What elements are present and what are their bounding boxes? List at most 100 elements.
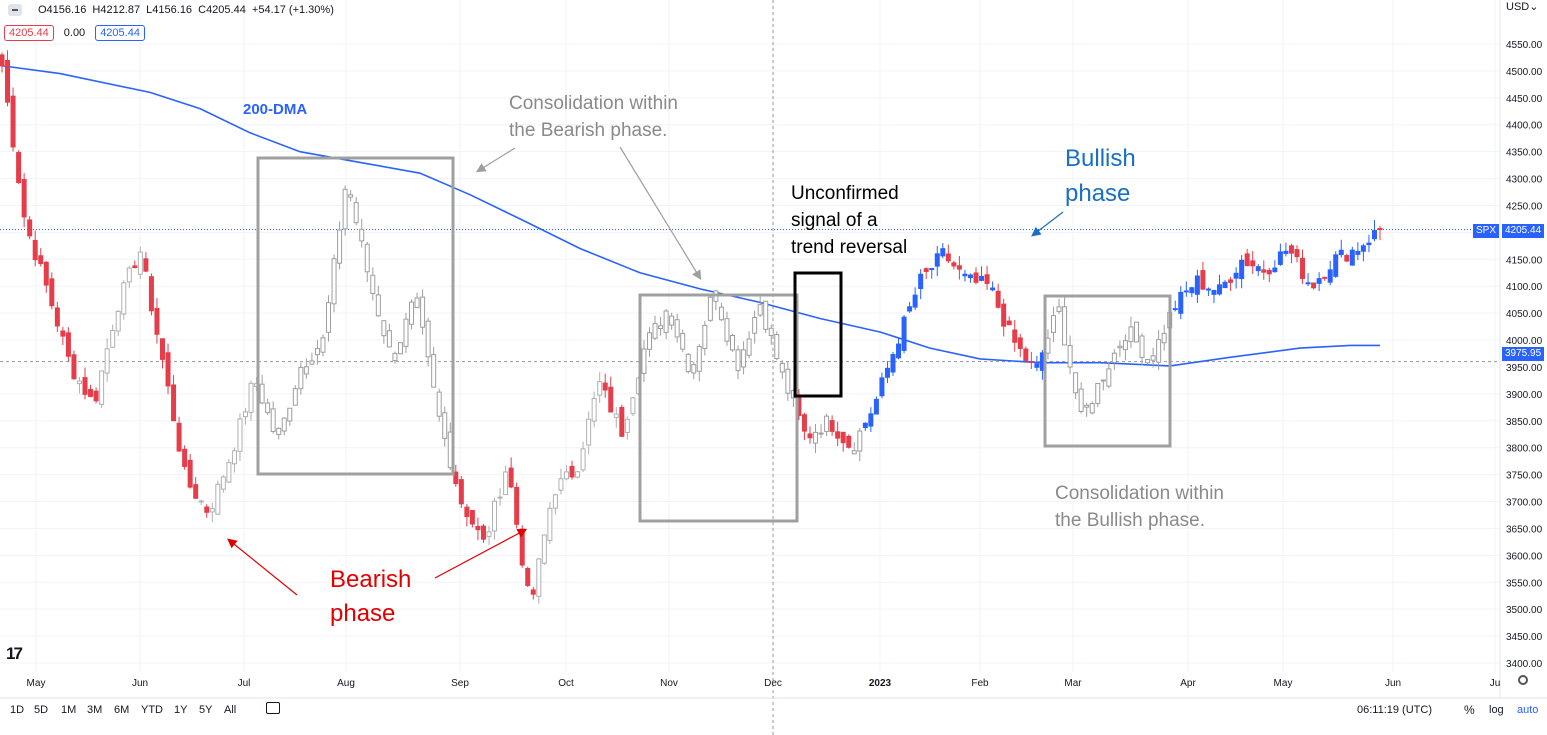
candle-body — [918, 273, 924, 290]
candle-body — [1266, 269, 1272, 275]
candle-body — [132, 265, 138, 269]
candle-body — [1122, 340, 1128, 351]
x-tick-label: May — [27, 678, 46, 689]
bottom-toolbar: 1D 5D 1M 3M 6M YTD 1Y 5Y All 06:11:19 (U… — [0, 698, 1547, 724]
bearish-phase-note: Bearish phase — [330, 563, 411, 631]
candle-body — [1288, 245, 1294, 254]
y-tick-label: 4350.00 — [1506, 148, 1543, 159]
candle-body — [840, 431, 846, 444]
tf-5d[interactable]: 5D — [34, 704, 49, 716]
bearish-line1: Bearish — [330, 566, 412, 593]
candle-body — [320, 337, 326, 353]
candle-body — [270, 408, 276, 432]
candle-body — [962, 273, 968, 277]
y-tick-label: 4150.00 — [1506, 255, 1543, 266]
candle-body — [1194, 275, 1200, 295]
candle-body — [824, 415, 830, 432]
gear-icon[interactable] — [1518, 675, 1528, 685]
candle-body — [1078, 388, 1084, 413]
currency-selector[interactable]: USD⌄ — [1506, 0, 1538, 13]
x-axis[interactable]: May Jun Jul Aug Sep Oct Nov Dec 2023 Feb Mar Apr May… — [27, 678, 1501, 689]
bearish-line2: phase — [330, 600, 396, 627]
candle-body — [1360, 245, 1366, 252]
candle-body — [1261, 269, 1267, 273]
candle-body — [525, 567, 531, 586]
candle-body — [76, 380, 82, 385]
y-tick-label: 4500.00 — [1506, 67, 1543, 78]
bid-badge[interactable]: 4205.44 — [4, 25, 54, 41]
candle-body — [536, 558, 542, 597]
candle-body — [458, 479, 464, 505]
candle-body — [137, 251, 143, 275]
bearish-consolidation-box — [256, 156, 455, 476]
tf-ytd[interactable]: YTD — [141, 704, 163, 716]
candle-body — [707, 296, 713, 321]
candle-body — [5, 59, 11, 103]
candle-body — [514, 486, 520, 525]
candle-body — [99, 370, 105, 405]
candle-body — [846, 435, 852, 448]
candle-body — [1200, 270, 1206, 290]
y-tick-label: 4100.00 — [1506, 282, 1543, 293]
tf-3m[interactable]: 3M — [87, 704, 103, 716]
candle-body — [503, 471, 509, 496]
candle-body — [1139, 335, 1145, 358]
candle-body — [547, 507, 553, 541]
tf-1d[interactable]: 1D — [10, 704, 25, 716]
y-tick-label: 3500.00 — [1506, 605, 1543, 616]
log-toggle[interactable]: log — [1489, 704, 1504, 716]
tf-6m[interactable]: 6M — [114, 704, 130, 716]
date-range-icon[interactable] — [266, 702, 280, 714]
candle-body — [442, 412, 448, 439]
candle-body — [1189, 287, 1195, 294]
arrow-bullish — [1031, 211, 1064, 237]
arrow-bearish-left — [227, 538, 298, 596]
candle-body — [569, 465, 575, 478]
candle-body — [1311, 282, 1317, 289]
candle-body — [580, 448, 586, 471]
candle-body — [165, 352, 171, 387]
candle-body — [204, 506, 210, 513]
candle-body — [1327, 269, 1333, 283]
candle-body — [979, 275, 985, 281]
y-tick-label: 4400.00 — [1506, 121, 1543, 132]
candle-body — [309, 360, 315, 365]
candle-body — [884, 367, 890, 378]
candle-body — [431, 354, 437, 388]
tf-1m[interactable]: 1M — [61, 704, 77, 716]
candle-body — [403, 318, 409, 347]
x-tick-label: Nov — [660, 678, 678, 689]
candle-body — [691, 364, 697, 374]
utc-clock[interactable]: 06:11:19 (UTC) — [1357, 704, 1432, 716]
auto-toggle[interactable]: auto — [1517, 704, 1539, 716]
candle-body — [381, 320, 387, 337]
tf-all[interactable]: All — [224, 704, 237, 716]
candle-body — [1128, 326, 1134, 343]
candle-body — [735, 349, 741, 372]
candle-body — [475, 525, 481, 531]
candle-body — [1205, 288, 1211, 291]
candle-body — [43, 261, 49, 286]
candle-body — [851, 450, 857, 455]
candle-body — [1338, 249, 1344, 256]
candle-body — [1062, 306, 1068, 346]
dma-200-path — [0, 64, 1380, 367]
ask-badge[interactable]: 4205.44 — [95, 25, 145, 41]
y-tick-label: 3750.00 — [1506, 471, 1543, 482]
candle-body — [193, 484, 199, 499]
collapse-legend-icon[interactable] — [8, 4, 22, 16]
tf-5y[interactable]: 5Y — [199, 704, 213, 716]
percent-toggle[interactable]: % — [1464, 703, 1475, 717]
candle-body — [21, 178, 27, 218]
x-tick-label: Sep — [451, 678, 469, 689]
spread-badge: 0.00 — [59, 26, 90, 40]
tf-1y[interactable]: 1Y — [174, 704, 188, 716]
candle-body — [730, 335, 736, 351]
candle-body — [32, 239, 38, 261]
candle-body — [741, 349, 747, 368]
y-tick-label: 3450.00 — [1506, 632, 1543, 643]
candle-body — [425, 320, 431, 358]
bullish-consolidation-box — [1043, 294, 1172, 448]
y-tick-label: 4000.00 — [1506, 336, 1543, 347]
